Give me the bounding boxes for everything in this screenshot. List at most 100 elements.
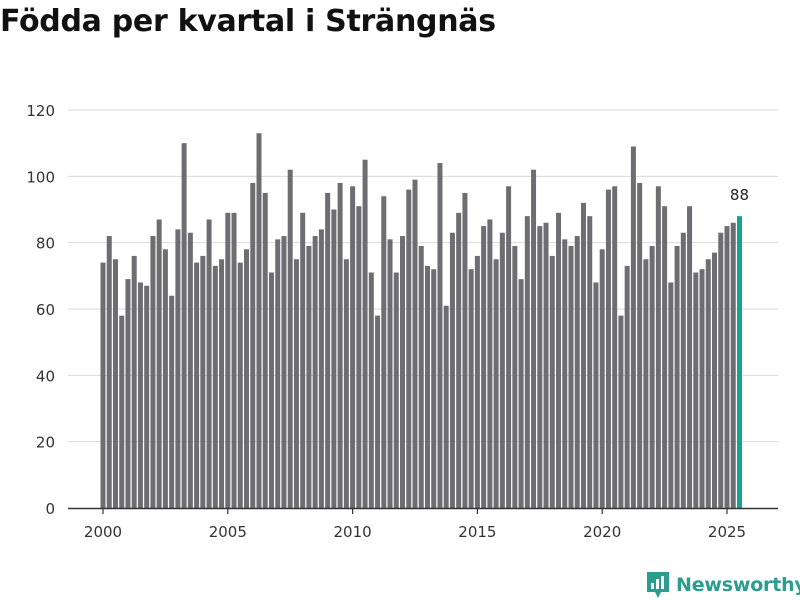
bar [300, 212, 306, 508]
bar [187, 232, 193, 508]
bar [318, 229, 324, 508]
y-tick-label: 20 [36, 434, 55, 452]
bar [612, 186, 618, 508]
bar [368, 272, 374, 508]
bar [106, 236, 112, 508]
bar [137, 282, 143, 508]
bar [587, 216, 593, 508]
bar [481, 226, 487, 508]
bar [200, 255, 206, 508]
bar [312, 236, 318, 508]
bar [418, 245, 424, 509]
bar [156, 219, 162, 508]
bar [556, 212, 562, 508]
bar [343, 259, 349, 508]
bar [175, 229, 181, 508]
bar [655, 186, 661, 508]
bar [637, 182, 643, 508]
latest-value-label: 88 [730, 186, 749, 204]
bar [262, 192, 268, 509]
bar [549, 255, 555, 508]
y-tick-label: 40 [36, 367, 55, 385]
bar [512, 245, 518, 509]
bar [718, 232, 724, 508]
bar [162, 249, 168, 509]
bar [687, 206, 693, 508]
bar [306, 245, 312, 509]
bar [449, 232, 455, 508]
bar [699, 269, 705, 508]
bar [387, 239, 393, 508]
bar [537, 226, 543, 508]
bar [506, 186, 512, 508]
bars [100, 133, 742, 509]
bar [574, 236, 580, 508]
x-tick-label: 2000 [84, 523, 122, 541]
bar [437, 163, 443, 508]
bar [462, 192, 468, 509]
bar [206, 219, 212, 508]
x-tick-label: 2010 [334, 523, 372, 541]
bar [431, 269, 437, 508]
y-tick-label: 60 [36, 301, 55, 319]
bar [125, 279, 131, 508]
bar [287, 169, 293, 508]
brand-name: Newsworthy [676, 574, 800, 596]
x-tick-label: 2005 [209, 523, 247, 541]
bar [724, 226, 730, 508]
bar [668, 282, 674, 508]
axes [68, 507, 778, 514]
bar [499, 232, 505, 508]
x-tick-label: 2015 [458, 523, 496, 541]
bar [524, 216, 530, 508]
bar [618, 315, 624, 508]
bar [443, 305, 449, 508]
bar [562, 239, 568, 508]
y-tick-label: 80 [36, 235, 55, 253]
bar [493, 259, 499, 508]
x-tick-label: 2025 [708, 523, 746, 541]
bar [337, 182, 343, 508]
newsworthy-logo-icon [647, 572, 669, 598]
bar [375, 315, 381, 508]
bar [194, 262, 200, 508]
bar [693, 272, 699, 508]
bar [674, 245, 680, 509]
bar [219, 259, 225, 508]
bar [474, 255, 480, 508]
bar [293, 259, 299, 508]
y-tick-label: 0 [45, 500, 55, 518]
bar [169, 295, 175, 508]
bar [400, 236, 406, 508]
bar [275, 239, 281, 508]
x-tick-label: 2020 [583, 523, 621, 541]
bar [281, 236, 287, 508]
bar [712, 252, 718, 508]
labels: 0 20 40 60 80 100 120 2000 2005 2010 2015 2020 2025 8… [26, 102, 749, 541]
bar [643, 259, 649, 508]
bar [568, 245, 574, 509]
bar [112, 259, 118, 508]
bar [624, 265, 630, 508]
bar [468, 269, 474, 508]
chart-title: Födda per kvartal i Strängnäs [0, 4, 496, 39]
bar [599, 249, 605, 509]
bar [518, 279, 524, 508]
bar [456, 212, 462, 508]
bar [131, 255, 137, 508]
bar [705, 259, 711, 508]
bar [543, 222, 549, 508]
bar [250, 182, 256, 508]
bar [212, 265, 218, 508]
bar [649, 245, 655, 509]
bar [119, 315, 125, 508]
bar [256, 133, 262, 508]
bar [268, 272, 274, 508]
bar [225, 212, 231, 508]
bar [662, 206, 668, 508]
y-tick-label: 100 [26, 168, 55, 186]
bar [144, 285, 150, 508]
bar [424, 265, 430, 508]
bar [630, 146, 636, 509]
bar [244, 249, 250, 509]
